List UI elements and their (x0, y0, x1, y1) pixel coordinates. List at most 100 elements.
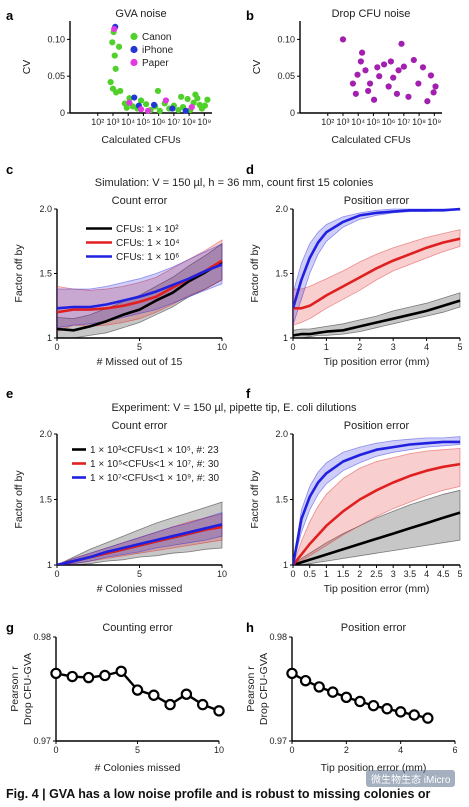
point-drop (354, 71, 361, 78)
point-drop (390, 74, 397, 81)
y-tick-label: 1.5 (39, 269, 52, 279)
point-canon (143, 101, 150, 108)
y-tick-label: 0.10 (47, 34, 65, 44)
panel-e-xlabel: # Colonies missed (97, 583, 183, 595)
point-canon (178, 93, 185, 100)
point-drop (398, 40, 405, 47)
y-tick-label: 2.0 (39, 204, 52, 214)
point-canon (109, 39, 116, 46)
x-tick-label: 10⁶ (382, 117, 396, 127)
point-canon (175, 106, 182, 114)
line-black (293, 299, 461, 337)
line-blue (293, 440, 460, 565)
x-tick-label: 10² (321, 117, 334, 127)
point-drop (427, 72, 435, 79)
watermark-badge: 微生物生态 iMicro (366, 770, 456, 787)
x-tick-label: 10 (214, 745, 224, 755)
panel-letter-h: h (246, 620, 254, 635)
ylabel-line: Drop CFU-GVA (258, 653, 270, 725)
x-tick-label: 2 (357, 342, 362, 352)
y-tick-label: 0.97 (33, 736, 51, 746)
x-tick-label: 5 (137, 569, 142, 579)
point-drop (432, 83, 439, 90)
x-tick-label: 10⁵ (137, 117, 151, 127)
band-red (293, 447, 461, 565)
point-canon (111, 52, 118, 59)
point-canon (137, 97, 145, 104)
x-tick-label: 2 (357, 569, 362, 579)
ylabel-line: Pearson r (9, 666, 21, 712)
pearson-marker (148, 689, 160, 701)
y-tick-label: 1 (47, 333, 52, 343)
x-tick-label: 3 (391, 569, 396, 579)
x-tick-label: 10⁷ (167, 117, 180, 127)
pearson-marker (164, 698, 176, 711)
x-tick-label: 0 (53, 745, 58, 755)
y-tick-label: 2.0 (275, 429, 288, 439)
ylabel-line: Pearson r (245, 666, 257, 712)
point-paper (126, 99, 133, 106)
x-tick-label: 3 (391, 342, 396, 352)
y-tick-label: 1.5 (39, 495, 52, 505)
legend-marker-iphone (130, 45, 138, 54)
legend-label: 1 × 10⁵<CFUs<1 × 10⁷, #: 30 (90, 459, 219, 470)
panel-g-ylabel: Pearson rDrop CFU-GVA (9, 653, 34, 725)
legend-label: CFUs: 1 × 10⁴ (116, 238, 180, 249)
y-tick-label: 0.05 (47, 71, 65, 81)
point-drop (424, 98, 431, 105)
line-black (57, 260, 223, 332)
point-iphone (150, 101, 158, 109)
point-paper (144, 107, 152, 114)
point-drop (362, 67, 369, 74)
x-tick-label: 5 (457, 569, 462, 579)
panel-f: f Position error 0 0.5 1 1.5 2 2.5 3 3.5 4 4.5 5 1 1.5… (246, 386, 463, 595)
panel-g: g Counting error 0 5 10 0.97 0.98 # Colonies mi… (6, 620, 225, 774)
point-drop (430, 89, 437, 96)
point-drop (419, 64, 427, 71)
x-tick-label: 10 (217, 342, 227, 352)
x-tick-label: 10⁴ (121, 117, 135, 127)
plot-area (293, 436, 461, 565)
y-tick-label: 0.97 (269, 736, 287, 746)
point-drop (357, 58, 364, 65)
legend-e: 1 × 10³<CFUs<1 × 10⁵, #: 23 1 × 10⁵<CFUs<… (72, 445, 220, 484)
panel-h-ylabel: Pearson rDrop CFU-GVA (245, 653, 270, 725)
panel-e: e Count error 0 5 10 1 1.5 2.0 # Colonies missed… (6, 386, 227, 595)
x-tick-label: 0 (54, 569, 59, 579)
panel-f-title: Position error (344, 420, 410, 432)
x-tick-label: 10² (91, 117, 104, 127)
point-canon (192, 91, 199, 98)
panel-d-ylabel: Factor off by (249, 244, 261, 303)
point-iphone (169, 105, 176, 112)
panel-letter-e: e (6, 386, 13, 401)
x-tick-label: 4 (424, 569, 429, 579)
point-drop (410, 56, 417, 64)
pearson-marker (327, 686, 339, 698)
pearson-marker (313, 681, 325, 693)
point-drop (415, 80, 422, 87)
panel-letter-b: b (246, 8, 254, 23)
point-drop (370, 96, 378, 103)
legend-label: 1 × 10³<CFUs<1 × 10⁵, #: 23 (90, 445, 219, 456)
x-tick-label: 10⁸ (182, 117, 196, 127)
pearson-line (291, 672, 429, 720)
pearson-marker (394, 706, 407, 718)
point-paper (162, 97, 170, 104)
y-tick-label: 1 (283, 333, 288, 343)
panel-d-xlabel: Tip position error (mm) (324, 356, 430, 368)
legend-c: CFUs: 1 × 10² CFUs: 1 × 10⁴ CFUs: 1 × 10⁶ (86, 224, 180, 263)
x-tick-label: 1.5 (337, 569, 350, 579)
panel-h-title: Position error (341, 622, 407, 634)
x-tick-label: 10³ (106, 117, 119, 127)
line-blue (57, 263, 223, 310)
figure-caption: Fig. 4 | GVA has a low noise profile and… (6, 787, 431, 801)
point-drop (365, 87, 372, 95)
section-title-experiment: Experiment: V = 150 µl, pipette tip, E. … (111, 402, 357, 414)
ylabel-line: Drop CFU-GVA (22, 653, 34, 725)
point-drop (393, 90, 401, 97)
legend-label: CFUs: 1 × 10² (116, 224, 179, 235)
plot-area (293, 207, 461, 338)
pearson-marker (408, 709, 420, 721)
